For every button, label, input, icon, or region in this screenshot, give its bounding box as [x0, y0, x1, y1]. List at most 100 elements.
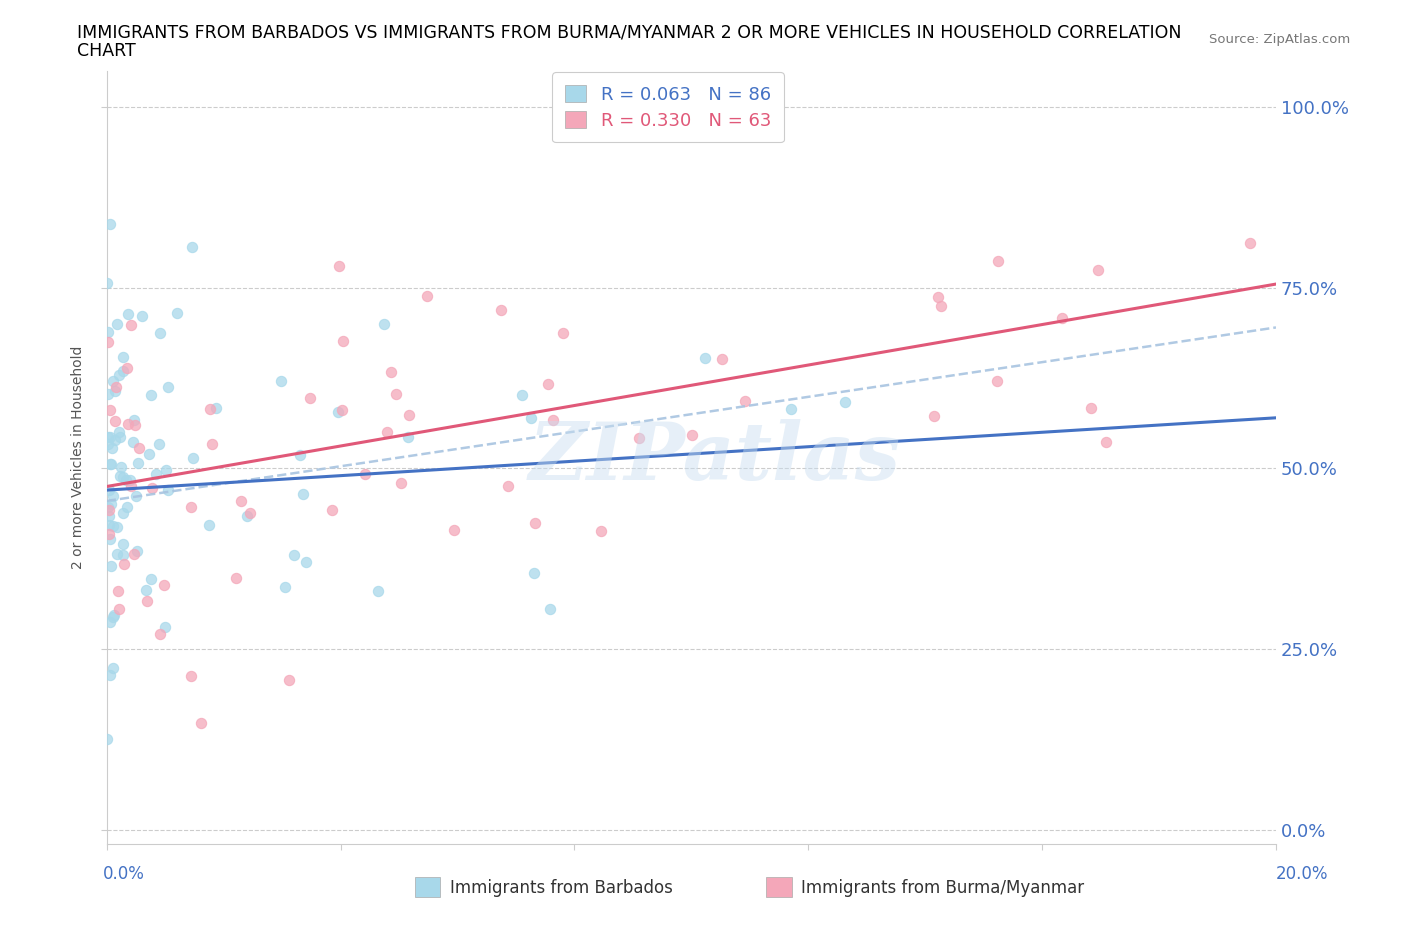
Point [512, 388, 534, 403]
Point [328, 259, 350, 273]
Point [373, 317, 395, 332]
Point [1050, 311, 1073, 325]
Point [112, 557, 135, 572]
Point [166, 305, 188, 320]
Point [681, 428, 703, 443]
Point [98, 457, 121, 472]
Point [239, 506, 262, 521]
Point [1239, 235, 1261, 250]
Point [98, 668, 121, 683]
Point [155, 462, 177, 477]
Point [124, 418, 146, 432]
Point [115, 360, 138, 375]
Point [180, 240, 202, 255]
Point [122, 434, 145, 449]
Y-axis label: 2 or more Vehicles in Household: 2 or more Vehicles in Household [72, 346, 86, 569]
Point [115, 500, 138, 515]
Point [97, 430, 120, 445]
Point [101, 440, 124, 455]
Point [98, 430, 121, 445]
Point [834, 394, 856, 409]
Point [538, 602, 561, 617]
Point [396, 429, 419, 444]
Point [180, 669, 202, 684]
Text: Immigrants from Burma/Myanmar: Immigrants from Burma/Myanmar [801, 879, 1084, 897]
Point [157, 482, 180, 497]
Point [101, 519, 124, 534]
Point [225, 571, 247, 586]
Point [384, 386, 406, 401]
Point [283, 548, 305, 563]
Point [107, 601, 129, 616]
Point [198, 402, 221, 417]
Point [927, 290, 949, 305]
Point [236, 509, 259, 524]
Point [105, 316, 128, 331]
Point [122, 546, 145, 561]
Point [929, 299, 952, 313]
Point [541, 413, 564, 428]
Point [1087, 262, 1109, 277]
Point [489, 302, 512, 317]
Text: Source: ZipAtlas.com: Source: ZipAtlas.com [1209, 33, 1350, 46]
Point [108, 430, 131, 445]
Point [117, 307, 139, 322]
Point [415, 289, 437, 304]
Point [496, 479, 519, 494]
Text: ZIPatlas: ZIPatlas [529, 418, 901, 497]
Point [122, 413, 145, 428]
Point [96, 275, 118, 290]
Point [377, 425, 399, 440]
Point [1080, 401, 1102, 416]
Point [711, 352, 734, 366]
Point [148, 326, 170, 340]
Point [111, 350, 134, 365]
Point [294, 554, 316, 569]
Point [112, 547, 135, 562]
Text: 20.0%: 20.0% [1277, 865, 1329, 883]
Point [274, 580, 297, 595]
Point [141, 571, 163, 586]
Point [519, 410, 541, 425]
Point [98, 483, 121, 498]
Point [153, 619, 176, 634]
Point [398, 408, 420, 423]
Point [780, 401, 803, 416]
Point [112, 505, 135, 520]
Point [114, 472, 136, 487]
Text: CHART: CHART [77, 42, 136, 60]
Point [108, 469, 131, 484]
Point [1095, 434, 1118, 449]
Point [98, 532, 121, 547]
Point [97, 436, 120, 451]
Point [111, 364, 134, 379]
Point [97, 325, 120, 339]
Point [120, 479, 142, 494]
Point [107, 520, 129, 535]
Point [125, 488, 148, 503]
Point [135, 582, 157, 597]
Point [103, 660, 125, 675]
Point [380, 365, 402, 379]
Point [104, 432, 127, 447]
Point [135, 594, 157, 609]
Point [104, 379, 127, 394]
Point [101, 488, 124, 503]
Point [354, 467, 377, 482]
Point [204, 400, 226, 415]
Point [321, 503, 343, 518]
Point [107, 425, 129, 440]
Legend: R = 0.063   N = 86, R = 0.330   N = 63: R = 0.063 N = 86, R = 0.330 N = 63 [553, 73, 785, 142]
Point [229, 493, 252, 508]
Point [922, 409, 945, 424]
Text: Immigrants from Barbados: Immigrants from Barbados [450, 879, 673, 897]
Point [131, 309, 153, 324]
Point [100, 497, 122, 512]
Point [127, 544, 149, 559]
Point [330, 403, 353, 418]
Point [98, 403, 121, 418]
Point [523, 565, 546, 580]
Point [97, 335, 120, 350]
Point [524, 515, 547, 530]
Point [96, 732, 118, 747]
